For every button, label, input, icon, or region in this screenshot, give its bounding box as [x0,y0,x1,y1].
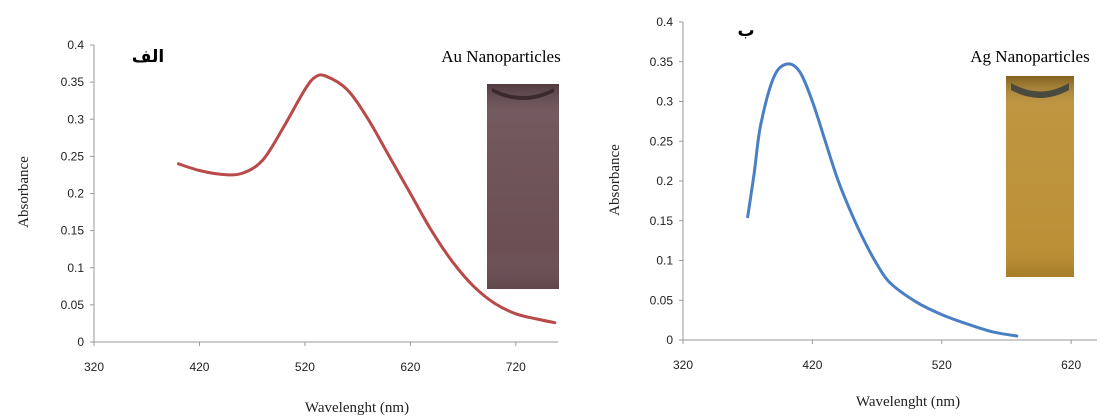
data-point [451,261,454,263]
cuvette-image [487,84,559,289]
data-point [850,212,852,214]
data-point [325,75,327,77]
x-tick-label: 620 [400,360,420,374]
y-tick-label: 0.4 [656,15,673,29]
data-point [824,140,827,143]
panel-label: الف [132,47,164,67]
data-point [753,172,755,174]
data-point [772,76,775,79]
data-point [388,155,391,158]
x-tick-label: 420 [802,358,822,372]
y-tick-label: 0.05 [61,298,85,312]
data-point [863,239,865,242]
y-tick-label: 0 [666,333,673,347]
data-point [177,163,180,165]
y-tick-labels: 0 0.05 0.1 0.15 0.2 0.25 0.3 0.35 0.4 [61,38,94,349]
data-point [837,180,840,182]
data-point [409,192,412,195]
data-point [515,313,517,315]
chart-panel-au: 0 0.05 0.1 0.15 0.2 0.25 0.3 0.35 0.4 320 420 520 6… [16,38,561,416]
data-point [798,70,801,73]
y-tick-label: 0.15 [650,214,674,228]
data-point [785,63,788,65]
cuvette-shade [1006,76,1074,277]
data-point [941,313,943,316]
absorbance-series-line [746,62,1019,338]
data-point [314,76,317,78]
cuvette-meniscus [492,88,554,100]
series-layer [746,62,1019,338]
y-tick-label: 0 [77,335,84,349]
y-tick-label: 0.3 [656,95,673,109]
cuvette-meniscus [1011,83,1069,98]
panel-label: ب [737,21,754,41]
data-point [283,125,285,128]
data-point [493,302,496,305]
y-tick-label: 0.35 [61,75,85,89]
x-tick-label: 320 [673,358,693,372]
data-point [261,159,264,161]
cuvette-shade [487,84,559,289]
data-point [1016,335,1018,337]
x-axis-title: Wavelenght (nm) [305,400,409,416]
y-tick-label: 0.2 [656,174,673,188]
data-point [554,321,556,324]
y-tick-label: 0.1 [67,261,84,275]
data-point [992,331,995,333]
x-tick-label: 620 [1061,358,1081,372]
series-layer [176,73,557,325]
data-point [198,169,201,172]
data-point [759,124,762,127]
data-point [915,301,917,303]
chart-panel-ag: 0 0.05 0.1 0.15 0.2 0.25 0.3 0.35 0.4 320 420 520 6… [607,15,1097,410]
data-point [889,282,891,284]
y-tick-label: 0.15 [61,224,85,238]
absorbance-series-line [176,73,557,325]
inset-label: Ag Nanoparticles [970,47,1089,66]
data-point [472,285,475,288]
data-point [430,229,433,232]
data-point [304,88,306,91]
data-point [367,118,370,121]
y-tick-label: 0.3 [67,112,84,126]
y-axis-title: Absorbance [607,144,623,216]
y-tick-label: 0.25 [650,134,674,148]
data-point [240,172,243,175]
y-tick-label: 0.35 [650,55,674,69]
data-point [346,88,348,91]
x-tick-labels: 320 420 520 620 720 [84,342,526,374]
data-point [219,173,222,175]
y-tick-label: 0.25 [61,149,85,163]
y-axis-title: Absorbance [16,156,32,228]
y-tick-label: 0.4 [67,38,84,52]
data-point [746,216,749,218]
y-tick-label: 0.2 [67,187,84,201]
inset-label: Au Nanoparticles [441,47,560,66]
data-point [966,323,969,325]
x-tick-label: 520 [932,358,952,372]
data-point [536,318,538,320]
x-tick-labels: 320 420 520 620 [673,340,1081,372]
x-tick-label: 320 [84,360,104,374]
x-tick-label: 420 [189,360,209,374]
data-point [876,263,878,266]
y-tick-label: 0.05 [650,293,674,307]
cuvette-image [1006,76,1074,277]
x-axis-title: Wavelenght (nm) [856,394,960,410]
y-tick-label: 0.1 [656,254,673,268]
x-tick-label: 720 [506,360,526,374]
y-tick-labels: 0 0.05 0.1 0.15 0.2 0.25 0.3 0.35 0.4 [650,15,683,347]
data-point [811,100,814,103]
x-tick-label: 520 [295,360,315,374]
